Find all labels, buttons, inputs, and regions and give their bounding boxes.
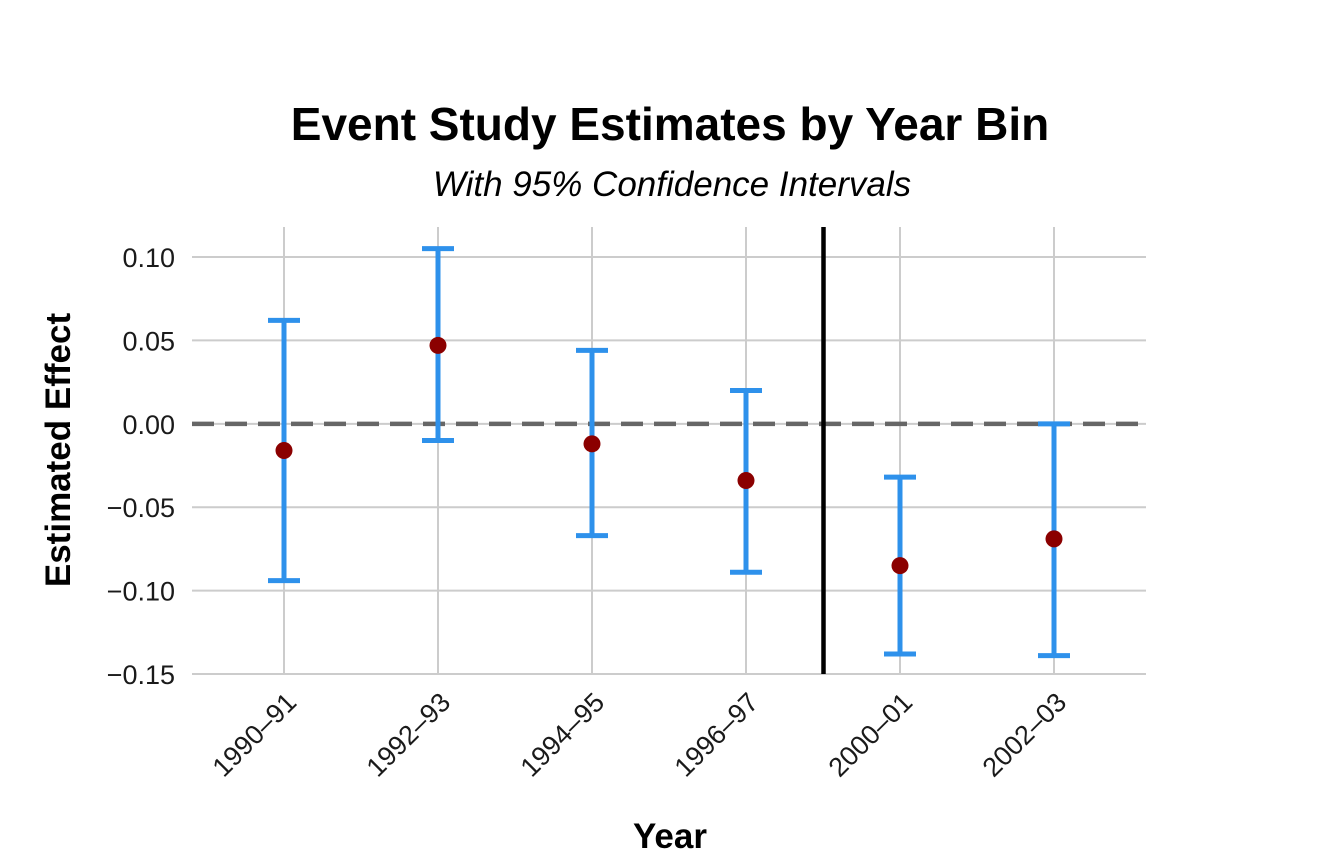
chart-title: Event Study Estimates by Year Bin: [291, 98, 1049, 150]
y-tick-label: −0.05: [107, 493, 175, 523]
estimate-point: [737, 472, 755, 490]
estimate-point: [275, 442, 293, 459]
y-tick-label: 0.00: [122, 410, 175, 440]
estimate-point: [583, 435, 601, 453]
y-axis-ticks: 0.10 0.05 0.00 −0.05 −0.10 −0.15: [107, 243, 175, 690]
y-tick-label: 0.05: [122, 326, 175, 356]
x-axis-title: Year: [633, 817, 707, 856]
x-axis-ticks: 1990–91 1992–93 1994–95 1996–97 2000–01 2002–…: [207, 687, 1073, 783]
y-tick-label: −0.15: [107, 660, 175, 690]
reference-lines: [192, 227, 1146, 674]
x-tick-label: 1990–91: [207, 687, 303, 783]
chart-subtitle: With 95% Confidence Intervals: [433, 165, 911, 204]
estimate-point: [1045, 530, 1063, 548]
x-tick-label: 1994–95: [515, 687, 611, 783]
data-marks: [268, 246, 1070, 659]
y-tick-label: −0.10: [107, 577, 175, 607]
x-tick-label: 2000–01: [823, 687, 919, 783]
x-tick-label: 2002–03: [977, 687, 1073, 783]
x-tick-label: 1992–93: [361, 687, 457, 783]
grid: [192, 227, 1146, 675]
y-tick-label: 0.10: [122, 243, 175, 273]
estimate-point: [429, 336, 447, 354]
x-tick-label: 1996–97: [669, 687, 765, 783]
y-axis-title: Estimated Effect: [39, 313, 78, 588]
estimate-point: [891, 557, 909, 575]
